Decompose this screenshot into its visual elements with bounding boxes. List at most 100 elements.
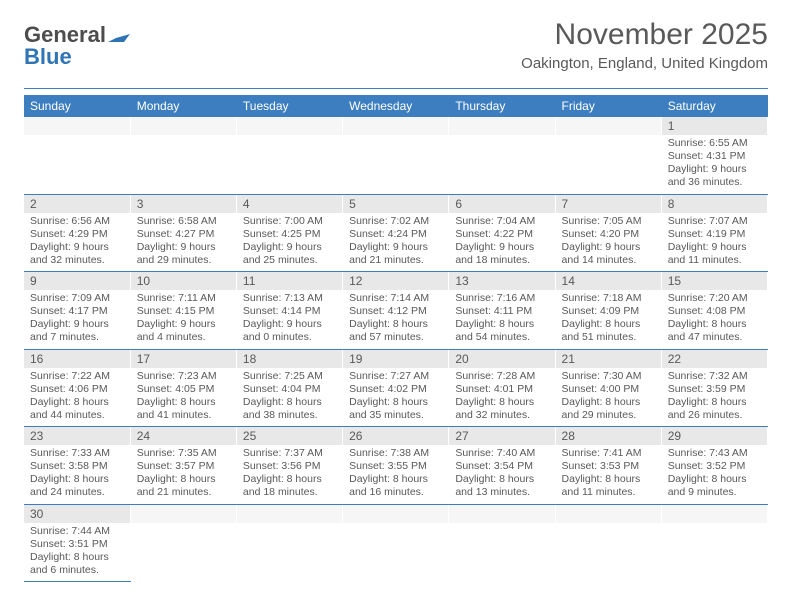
- day-cell: 7Sunrise: 7:05 AMSunset: 4:20 PMDaylight…: [555, 194, 661, 272]
- sunset-text: Sunset: 4:08 PM: [668, 305, 761, 318]
- day-body: Sunrise: 7:16 AMSunset: 4:11 PMDaylight:…: [449, 290, 554, 349]
- daylight-text-1: Daylight: 9 hours: [137, 318, 230, 331]
- day-body: Sunrise: 7:05 AMSunset: 4:20 PMDaylight:…: [556, 213, 661, 272]
- day-cell: [449, 117, 555, 194]
- month-title: November 2025: [521, 18, 768, 51]
- sunset-text: Sunset: 4:04 PM: [243, 383, 336, 396]
- daylight-text-1: Daylight: 8 hours: [349, 318, 442, 331]
- empty-body: [237, 135, 342, 191]
- empty-daynum: [237, 117, 342, 135]
- sunset-text: Sunset: 4:12 PM: [349, 305, 442, 318]
- sunset-text: Sunset: 3:56 PM: [243, 460, 336, 473]
- empty-body: [343, 135, 448, 191]
- sunrise-text: Sunrise: 6:56 AM: [30, 215, 124, 228]
- day-cell: 3Sunrise: 6:58 AMSunset: 4:27 PMDaylight…: [130, 194, 236, 272]
- sunrise-text: Sunrise: 6:58 AM: [137, 215, 230, 228]
- day-number: 25: [237, 427, 342, 445]
- daylight-text-2: and 44 minutes.: [30, 409, 124, 422]
- day-body: Sunrise: 7:22 AMSunset: 4:06 PMDaylight:…: [24, 368, 130, 427]
- day-cell: [343, 504, 449, 582]
- daylight-text-1: Daylight: 9 hours: [30, 241, 124, 254]
- day-cell: [24, 117, 130, 194]
- day-body: Sunrise: 7:20 AMSunset: 4:08 PMDaylight:…: [662, 290, 767, 349]
- daylight-text-2: and 24 minutes.: [30, 486, 124, 499]
- day-number: 12: [343, 272, 448, 290]
- day-cell: [449, 504, 555, 582]
- empty-body: [131, 523, 236, 579]
- daylight-text-1: Daylight: 9 hours: [455, 241, 548, 254]
- sunrise-text: Sunrise: 7:35 AM: [137, 447, 230, 460]
- day-body: Sunrise: 7:41 AMSunset: 3:53 PMDaylight:…: [556, 445, 661, 504]
- daylight-text-2: and 9 minutes.: [668, 486, 761, 499]
- day-number: 6: [449, 195, 554, 213]
- sunset-text: Sunset: 4:25 PM: [243, 228, 336, 241]
- sunset-text: Sunset: 3:57 PM: [137, 460, 230, 473]
- sunrise-text: Sunrise: 7:14 AM: [349, 292, 442, 305]
- day-cell: 12 Sunrise: 7:14 AMSunset: 4:12 PMDayligh…: [343, 272, 449, 350]
- day-cell: 28Sunrise: 7:41 AMSunset: 3:53 PMDayligh…: [555, 427, 661, 505]
- location: Oakington, England, United Kingdom: [521, 55, 768, 72]
- daylight-text-1: Daylight: 8 hours: [349, 473, 442, 486]
- day-body: Sunrise: 7:11 AMSunset: 4:15 PMDaylight:…: [131, 290, 236, 349]
- day-cell: 17Sunrise: 7:23 AMSunset: 4:05 PMDayligh…: [130, 349, 236, 427]
- week-row: 9Sunrise: 7:09 AMSunset: 4:17 PMDaylight…: [24, 272, 768, 350]
- daylight-text-1: Daylight: 8 hours: [668, 318, 761, 331]
- empty-daynum: [237, 505, 342, 523]
- sunset-text: Sunset: 4:11 PM: [455, 305, 548, 318]
- sunrise-text: Sunrise: 7:11 AM: [137, 292, 230, 305]
- day-body: Sunrise: 7:02 AMSunset: 4:24 PMDaylight:…: [343, 213, 448, 272]
- title-underline: [24, 88, 768, 89]
- daylight-text-2: and 47 minutes.: [668, 331, 761, 344]
- sunset-text: Sunset: 4:29 PM: [30, 228, 124, 241]
- empty-daynum: [449, 505, 554, 523]
- day-cell: 9Sunrise: 7:09 AMSunset: 4:17 PMDaylight…: [24, 272, 130, 350]
- sunset-text: Sunset: 4:09 PM: [562, 305, 655, 318]
- daylight-text-2: and 13 minutes.: [455, 486, 548, 499]
- empty-daynum: [343, 505, 448, 523]
- day-number: 18: [237, 350, 342, 368]
- day-cell: 23Sunrise: 7:33 AMSunset: 3:58 PMDayligh…: [24, 427, 130, 505]
- day-cell: 18Sunrise: 7:25 AMSunset: 4:04 PMDayligh…: [236, 349, 342, 427]
- daylight-text-1: Daylight: 8 hours: [562, 473, 655, 486]
- day-body: Sunrise: 7:44 AMSunset: 3:51 PMDaylight:…: [24, 523, 130, 582]
- day-cell: 22Sunrise: 7:32 AMSunset: 3:59 PMDayligh…: [661, 349, 767, 427]
- sunrise-text: Sunrise: 7:20 AM: [668, 292, 761, 305]
- daylight-text-2: and 54 minutes.: [455, 331, 548, 344]
- sunset-text: Sunset: 3:54 PM: [455, 460, 548, 473]
- sunset-text: Sunset: 4:27 PM: [137, 228, 230, 241]
- day-number: 23: [24, 427, 130, 445]
- day-number: 4: [237, 195, 342, 213]
- day-cell: 5Sunrise: 7:02 AMSunset: 4:24 PMDaylight…: [343, 194, 449, 272]
- day-header: Wednesday: [343, 95, 449, 117]
- calendar-table: SundayMondayTuesdayWednesdayThursdayFrid…: [24, 95, 768, 582]
- sunrise-text: Sunrise: 7:05 AM: [562, 215, 655, 228]
- logo-mark-icon: [108, 24, 130, 46]
- day-number: 24: [131, 427, 236, 445]
- sunrise-text: Sunrise: 7:00 AM: [243, 215, 336, 228]
- daylight-text-2: and 26 minutes.: [668, 409, 761, 422]
- day-header: Monday: [130, 95, 236, 117]
- sunrise-text: Sunrise: 7:28 AM: [455, 370, 548, 383]
- week-row: 16Sunrise: 7:22 AMSunset: 4:06 PMDayligh…: [24, 349, 768, 427]
- daylight-text-2: and 11 minutes.: [668, 254, 761, 267]
- day-cell: 4Sunrise: 7:00 AMSunset: 4:25 PMDaylight…: [236, 194, 342, 272]
- day-cell: 29Sunrise: 7:43 AMSunset: 3:52 PMDayligh…: [661, 427, 767, 505]
- header-row: SundayMondayTuesdayWednesdayThursdayFrid…: [24, 95, 768, 117]
- day-cell: 2Sunrise: 6:56 AMSunset: 4:29 PMDaylight…: [24, 194, 130, 272]
- sunrise-text: Sunrise: 7:04 AM: [455, 215, 548, 228]
- empty-daynum: [556, 117, 661, 135]
- sunset-text: Sunset: 4:01 PM: [455, 383, 548, 396]
- day-cell: 6Sunrise: 7:04 AMSunset: 4:22 PMDaylight…: [449, 194, 555, 272]
- day-cell: [236, 117, 342, 194]
- sunset-text: Sunset: 3:59 PM: [668, 383, 761, 396]
- empty-body: [556, 135, 661, 191]
- daylight-text-1: Daylight: 8 hours: [455, 473, 548, 486]
- day-number: 7: [556, 195, 661, 213]
- daylight-text-2: and 6 minutes.: [30, 564, 124, 577]
- day-cell: 10Sunrise: 7:11 AMSunset: 4:15 PMDayligh…: [130, 272, 236, 350]
- day-cell: 21Sunrise: 7:30 AMSunset: 4:00 PMDayligh…: [555, 349, 661, 427]
- day-number: 27: [449, 427, 554, 445]
- empty-body: [343, 523, 448, 579]
- daylight-text-1: Daylight: 8 hours: [455, 396, 548, 409]
- sunrise-text: Sunrise: 6:55 AM: [668, 137, 761, 150]
